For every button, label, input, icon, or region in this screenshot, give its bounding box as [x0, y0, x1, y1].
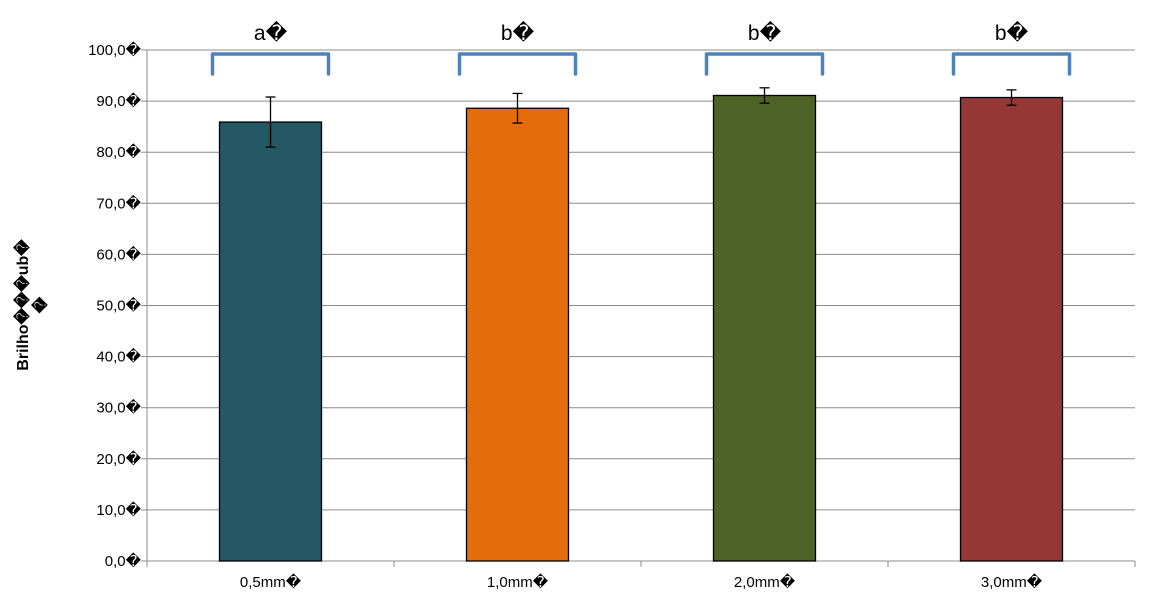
y-tick-label: 100,0� [88, 41, 142, 59]
y-tick-label: 20,0� [96, 450, 141, 468]
bar [218, 121, 323, 562]
significance-label: b� [501, 20, 535, 45]
y-tick-labels: 0,0� 10,0� 20,0� 30,0� 40,0� 50,0� 60,0� 70,0� 8… [88, 41, 142, 570]
significance-bracket [704, 52, 825, 76]
significance-label: b� [748, 20, 782, 45]
y-tick-label: 40,0� [96, 348, 141, 366]
significance-label: b� [995, 20, 1029, 45]
x-tick-label: 0,5mm� [240, 573, 302, 591]
significance-bracket [457, 52, 578, 76]
x-tick-label: 1,0mm� [487, 573, 549, 591]
bar [465, 107, 570, 562]
y-tick-label: 60,0� [96, 245, 141, 263]
y-tick-label: 30,0� [96, 399, 141, 417]
significance-bracket [210, 52, 331, 76]
significance-bracket [951, 52, 1072, 76]
bars [218, 94, 1064, 562]
y-axis-title-line: Brilho���ub� [12, 239, 32, 371]
x-tick-label: 3,0mm� [981, 573, 1043, 591]
y-tick-label: 0,0� [105, 552, 142, 570]
y-axis-title-line: � [30, 296, 50, 314]
significance-label: a� [254, 20, 288, 45]
x-tick-label: 2,0mm� [734, 573, 796, 591]
bar [712, 94, 817, 562]
y-tick-label: 70,0� [96, 194, 141, 212]
y-tick-label: 10,0� [96, 501, 141, 519]
error-bars [265, 87, 1017, 148]
y-tick-label: 90,0� [96, 92, 141, 110]
x-tick-labels: 0,5mm� 1,0mm� 2,0mm� 3,0mm� [240, 573, 1043, 591]
bar [959, 96, 1064, 562]
y-tick-label: 80,0� [96, 143, 141, 161]
significance-brackets: a� b� b� b� [210, 20, 1072, 76]
y-axis-title: Brilho���ub�� [12, 239, 50, 371]
y-tick-label: 50,0� [96, 297, 141, 315]
